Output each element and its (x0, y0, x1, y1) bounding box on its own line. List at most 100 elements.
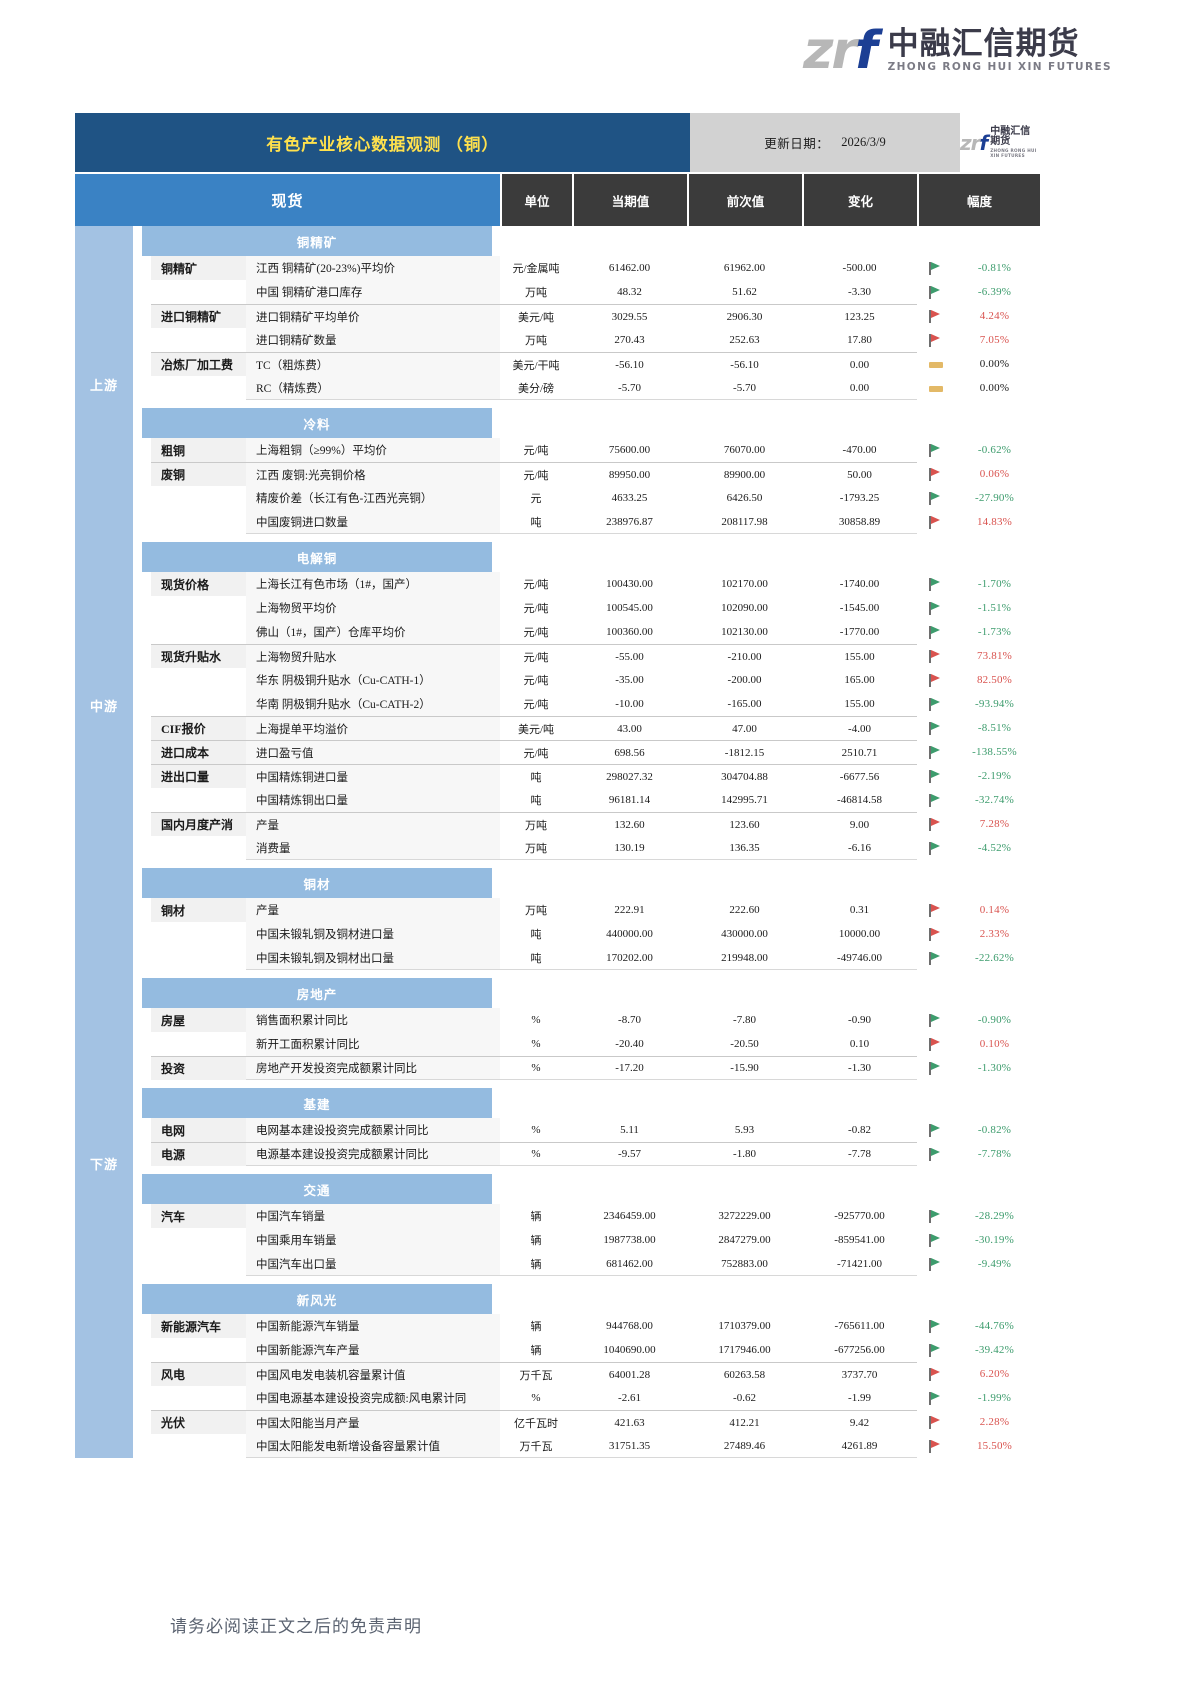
row-current-value: 5.11 (620, 1124, 639, 1136)
row-unit: 吨 (530, 795, 542, 807)
flag-up-icon (917, 927, 955, 941)
row-amplitude: -1.99% (917, 1386, 1040, 1410)
page-title: 有色产业核心数据观测 （铜） (75, 113, 690, 172)
row-amplitude: -0.62% (917, 438, 1040, 462)
row-unit: 万吨 (525, 335, 547, 347)
table-body: 上游 中游 下游 铜精矿 铜精矿 江西 铜精矿(20-23%)平均价 元/金属吨 61462… (75, 226, 1040, 1458)
group-spacer (133, 1080, 1040, 1088)
table-column-headers: 现货 单位 当期值 前次值 变化 幅度 (75, 174, 1040, 226)
row-indicator-name: 上海粗铜（≥99%）平均价 (246, 438, 500, 462)
row-category: 进出口量 (151, 764, 246, 788)
flag-down-icon (917, 721, 955, 735)
row-change-value: 0.31 (849, 904, 870, 916)
row-category (151, 596, 246, 620)
row-change-value: -925770.00 (834, 1210, 885, 1222)
row-change-value: -1740.00 (839, 578, 880, 590)
row-category: 粗铜 (151, 438, 246, 462)
row-previous-value: 102090.00 (721, 602, 768, 614)
row-unit: 元/吨 (523, 699, 549, 711)
row-category (151, 922, 246, 946)
row-category: 废铜 (151, 462, 246, 486)
row-unit: 美分/磅 (500, 376, 572, 400)
row-previous-value: 51.62 (732, 286, 757, 298)
row-current-value: 222.91 (614, 904, 645, 916)
row-unit: 元/吨 (523, 675, 549, 687)
row-amplitude: 4.24% (917, 304, 1040, 328)
flag-down-icon (917, 697, 955, 711)
row-unit: 辆 (530, 1211, 542, 1223)
row-amplitude-value: -93.94% (975, 698, 1014, 710)
row-current-value: 64001.28 (572, 1362, 687, 1386)
row-category (151, 1434, 246, 1458)
table-row: 进口铜精矿数量 万吨 270.43 252.63 17.80 7.05% (133, 328, 1040, 352)
table-row: 中国未锻轧铜及铜材出口量吨 170202.00 219948.00 -49746.00… (133, 946, 1040, 970)
group-spacer (133, 400, 1040, 408)
row-previous-value: 752883.00 (687, 1252, 802, 1276)
row-category: 电网 (151, 1118, 246, 1142)
flag-down-icon (917, 285, 955, 299)
row-indicator-name: 江西 废铜:光亮铜价格 (246, 462, 500, 486)
stage-column: 上游 中游 下游 (75, 226, 133, 1458)
row-current-value: 132.60 (572, 812, 687, 836)
stage-label-downstream: 下游 (75, 868, 133, 1458)
row-indicator-name: 中国太阳能发电新增设备容量累计值 (246, 1434, 500, 1458)
row-change-value: 123.25 (802, 304, 917, 328)
row-amplitude-value: -8.51% (977, 722, 1012, 734)
flag-down-icon (917, 261, 955, 275)
row-previous-value: 412.21 (687, 1410, 802, 1434)
row-indicator-name: 江西 铜精矿(20-23%)平均价 (246, 256, 500, 280)
flag-up-icon (917, 1415, 955, 1429)
row-amplitude-value: 4.24% (979, 310, 1010, 322)
row-current-value: -10.00 (615, 698, 644, 710)
row-previous-value: 61962.00 (723, 262, 766, 274)
row-change-value: 9.00 (802, 812, 917, 836)
row-category: 进口成本 (151, 740, 246, 764)
row-amplitude: 7.28% (917, 812, 1040, 836)
row-unit: 万吨 (525, 287, 547, 299)
row-unit: % (531, 1392, 541, 1404)
footer-disclaimer: 请务必阅读正文之后的免责声明 (170, 1617, 422, 1636)
row-amplitude: -1.73% (917, 620, 1040, 644)
table-row: 粗铜 上海粗铜（≥99%）平均价 元/吨 75600.00 76070.00 -470.0… (133, 438, 1040, 462)
row-category (151, 280, 246, 304)
group-title: 电解铜 (142, 542, 492, 572)
row-category: 现货升贴水 (151, 644, 246, 668)
row-unit: % (531, 1014, 541, 1026)
row-unit: 万吨 (525, 905, 547, 917)
flag-down-icon (917, 1391, 955, 1405)
row-current-value: 2346459.00 (603, 1210, 656, 1222)
row-amplitude: -0.81% (917, 256, 1040, 280)
row-category (151, 692, 246, 716)
row-category (151, 1032, 246, 1056)
row-indicator-name: 佛山（1#，国产）仓库平均价 (246, 620, 500, 644)
group-title: 冷料 (142, 408, 492, 438)
row-change-value: -470.00 (842, 444, 877, 456)
flag-down-icon (917, 951, 955, 965)
row-indicator-name: 中国 铜精矿港口库存 (246, 280, 500, 304)
flag-up-icon (917, 467, 955, 481)
row-previous-value: 76070.00 (723, 444, 766, 456)
table-row: 中国太阳能发电新增设备容量累计值 万千瓦 31751.35 27489.46 4261.… (133, 1434, 1040, 1458)
row-indicator-name: 中国未锻轧铜及铜材进口量 (246, 922, 500, 946)
flag-down-icon (917, 491, 955, 505)
row-amplitude: 6.20% (917, 1362, 1040, 1386)
flag-down-icon (917, 1343, 955, 1357)
row-previous-value: 304704.88 (687, 764, 802, 788)
table-row: 投资 房地产开发投资完成额累计同比% -17.20 -15.90 -1.30 -1.30% (133, 1056, 1040, 1080)
row-current-value: 89950.00 (572, 462, 687, 486)
row-category (151, 836, 246, 860)
row-unit: 元/金属吨 (512, 263, 560, 275)
table-row: 佛山（1#，国产）仓库平均价 元/吨 100360.00 102130.00 -1770… (133, 620, 1040, 644)
update-date-value: 2026/3/9 (841, 135, 886, 149)
row-change-value: -1545.00 (839, 602, 880, 614)
row-category (151, 1338, 246, 1362)
row-previous-value: -165.00 (727, 698, 762, 710)
row-amplitude-value: -28.29% (975, 1210, 1014, 1222)
row-amplitude-value: -0.82% (977, 1124, 1012, 1136)
row-amplitude-value: -39.42% (975, 1344, 1014, 1356)
row-indicator-name: 房地产开发投资完成额累计同比 (246, 1056, 500, 1080)
row-indicator-name: 中国废铜进口数量 (246, 510, 500, 534)
row-amplitude-value: -1.70% (977, 578, 1012, 590)
table-row: 消费量 万吨 130.19 136.35 -6.16 -4.52% (133, 836, 1040, 860)
